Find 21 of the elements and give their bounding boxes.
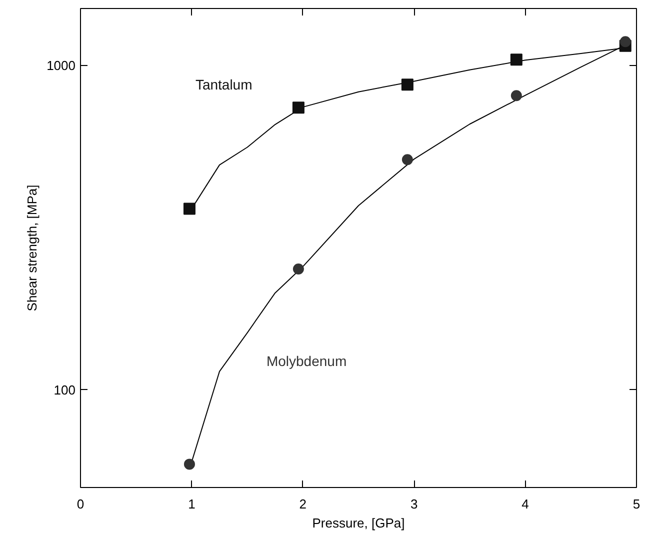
y-tick-label: 1000 [46,58,76,74]
point [402,154,413,166]
x-tick-label: 4 [522,496,529,512]
point [620,36,631,48]
point [292,263,304,274]
x-tick-label: 2 [299,496,307,512]
x-tick-label: 0 [76,496,84,512]
point [183,202,196,215]
y-tick-label: 100 [54,382,76,398]
x-tick-label: 5 [632,496,640,512]
point [292,102,304,114]
text: Tantalum [195,76,252,93]
point [510,90,522,102]
point [401,78,414,91]
x-axis-title: Pressure, [GPa] [312,516,405,530]
point [510,54,522,66]
point [184,458,195,470]
text: Molybdenum [266,352,347,369]
x-tick-label: 1 [188,496,196,512]
y-axis-title: Shear strength, [MPa] [24,184,40,312]
x-tick-label: 3 [410,496,418,512]
